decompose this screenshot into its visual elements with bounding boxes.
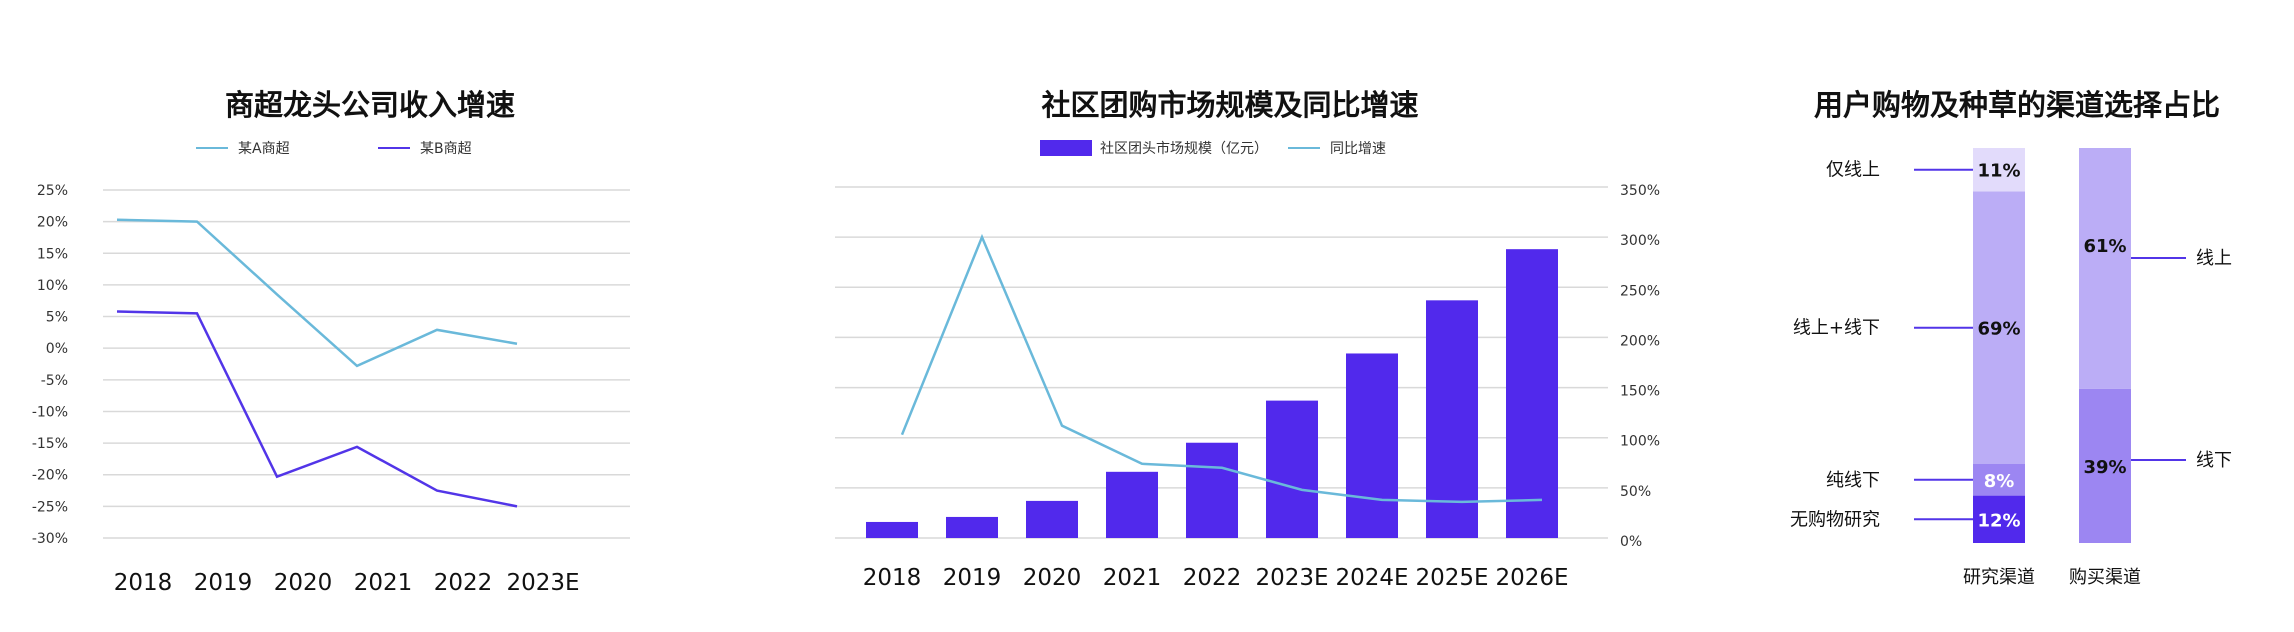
- research-category-label: 仅线上: [1826, 160, 1880, 181]
- x-tick-label: 2025E: [1415, 565, 1488, 591]
- research-value-label: 12%: [1977, 510, 2020, 531]
- y-right-tick-label: 50%: [1620, 484, 1651, 500]
- legend-bar-label: 社区团头市场规模（亿元）: [1100, 141, 1268, 157]
- y-tick-label: -30%: [32, 531, 68, 547]
- x-tick-label: 2018: [114, 570, 173, 596]
- x-tick-label: 2026E: [1495, 565, 1568, 591]
- chart2-legend-line: 同比增速: [1288, 138, 1386, 158]
- x-category-label: 研究渠道: [1963, 567, 2035, 588]
- x-tick-label: 2023E: [1255, 565, 1328, 591]
- series-line-a: [116, 218, 518, 368]
- x-tick-label: 2018: [863, 565, 922, 591]
- x-tick-label: 2024E: [1335, 565, 1408, 591]
- bar-market-size: [1266, 400, 1318, 538]
- legend-bar-swatch: [1040, 140, 1092, 156]
- y-tick-label: -5%: [41, 373, 68, 389]
- legend-a-label: 某A商超: [238, 141, 290, 157]
- bar-market-size: [1346, 353, 1398, 538]
- purchase-value-label: 61%: [2083, 236, 2126, 257]
- series-line-b: [116, 310, 518, 508]
- bar-market-size: [1506, 249, 1558, 539]
- bar-market-size: [1426, 300, 1478, 538]
- purchase-segment: [2079, 148, 2131, 389]
- y-right-tick-label: 0%: [1620, 534, 1642, 550]
- legend-a-swatch: [196, 147, 228, 149]
- purchase-category-label: 线下: [2196, 450, 2232, 471]
- bar-market-size: [1106, 471, 1158, 538]
- y-tick-label: -15%: [32, 436, 68, 452]
- y-tick-label: 25%: [37, 183, 68, 199]
- legend-line-swatch: [1288, 147, 1320, 149]
- x-tick-label: 2021: [1103, 565, 1162, 591]
- x-tick-label: 2022: [434, 570, 493, 596]
- bar-market-size: [1026, 500, 1078, 538]
- series-line-growth: [900, 233, 1543, 504]
- research-value-label: 8%: [1984, 471, 2015, 492]
- x-tick-label: 2020: [1023, 565, 1082, 591]
- legend-b-label: 某B商超: [420, 141, 472, 157]
- y-tick-label: 10%: [37, 278, 68, 294]
- research-category-label: 线上+线下: [1793, 318, 1880, 339]
- chart3-title: 用户购物及种草的渠道选择占比: [1813, 88, 2220, 122]
- y-tick-label: 0%: [46, 341, 68, 357]
- purchase-segment: [2079, 388, 2131, 543]
- y-tick-label: -10%: [32, 404, 68, 420]
- chart1-title: 商超龙头公司收入增速: [224, 88, 515, 122]
- x-tick-label: 2023E: [506, 570, 579, 596]
- chart2-legend-bar: 社区团头市场规模（亿元）: [1040, 138, 1268, 158]
- chart2-plot: 7000350%6000300%5000250%4000200%3000150%…: [835, 183, 1660, 591]
- y-right-tick-label: 200%: [1620, 333, 1660, 349]
- research-segment: [1973, 495, 2025, 543]
- x-tick-label: 2021: [354, 570, 413, 596]
- y-tick-label: -25%: [32, 499, 68, 515]
- bar-market-size: [1186, 442, 1238, 538]
- x-tick-label: 2022: [1183, 565, 1242, 591]
- research-value-label: 69%: [1977, 319, 2020, 340]
- research-value-label: 11%: [1977, 161, 2020, 182]
- x-tick-label: 2019: [194, 570, 253, 596]
- x-tick-label: 2020: [274, 570, 333, 596]
- panel-retail-growth: 商超龙头公司收入增速 某A商超 某B商超 25% 20% 15% 10% 5% 0% -5%…: [0, 0, 680, 632]
- chart2-title: 社区团购市场规模及同比增速: [1041, 88, 1419, 122]
- legend-line-label: 同比增速: [1330, 141, 1386, 157]
- legend-b-swatch: [378, 147, 410, 149]
- y-right-tick-label: 100%: [1620, 434, 1660, 450]
- y-tick-label: 20%: [37, 215, 68, 231]
- purchase-value-label: 39%: [2083, 457, 2126, 478]
- y-right-tick-label: 250%: [1620, 283, 1660, 299]
- panel-community-group-buying: 社区团购市场规模及同比增速 社区团头市场规模（亿元） 同比增速 7000350%…: [800, 0, 1660, 632]
- research-segment: [1973, 464, 2025, 496]
- y-right-tick-label: 150%: [1620, 384, 1660, 400]
- y-tick-label: 5%: [46, 310, 68, 326]
- x-tick-label: 2019: [943, 565, 1002, 591]
- y-right-tick-label: 300%: [1620, 233, 1660, 249]
- chart1-legend-b: 某B商超: [378, 138, 472, 158]
- panel-channel-share: 用户购物及种草的渠道选择占比 12% 无购物研究 8% 纯线下 69% 线上+线下 11% 仅…: [1740, 0, 2294, 632]
- research-segment: [1973, 191, 2025, 464]
- bar-market-size: [866, 521, 918, 538]
- bar-market-size: [946, 516, 998, 538]
- y-tick-label: -20%: [32, 468, 68, 484]
- chart1-legend-a: 某A商超: [196, 138, 290, 158]
- x-category-label: 购买渠道: [2069, 567, 2141, 588]
- purchase-category-label: 线上: [2196, 248, 2232, 269]
- research-segment: [1973, 148, 2025, 192]
- chart3-plot: 12% 无购物研究 8% 纯线下 69% 线上+线下 11% 仅线上 39% 线下 61% 线上研究渠…: [1790, 148, 2232, 588]
- chart1-plot: 25% 20% 15% 10% 5% 0% -5% -10% -15% -20% -25% -30% 2…: [32, 183, 630, 596]
- y-right-tick-label: 350%: [1620, 183, 1660, 199]
- research-category-label: 纯线下: [1826, 470, 1880, 491]
- research-category-label: 无购物研究: [1790, 509, 1880, 530]
- y-tick-label: 15%: [37, 246, 68, 262]
